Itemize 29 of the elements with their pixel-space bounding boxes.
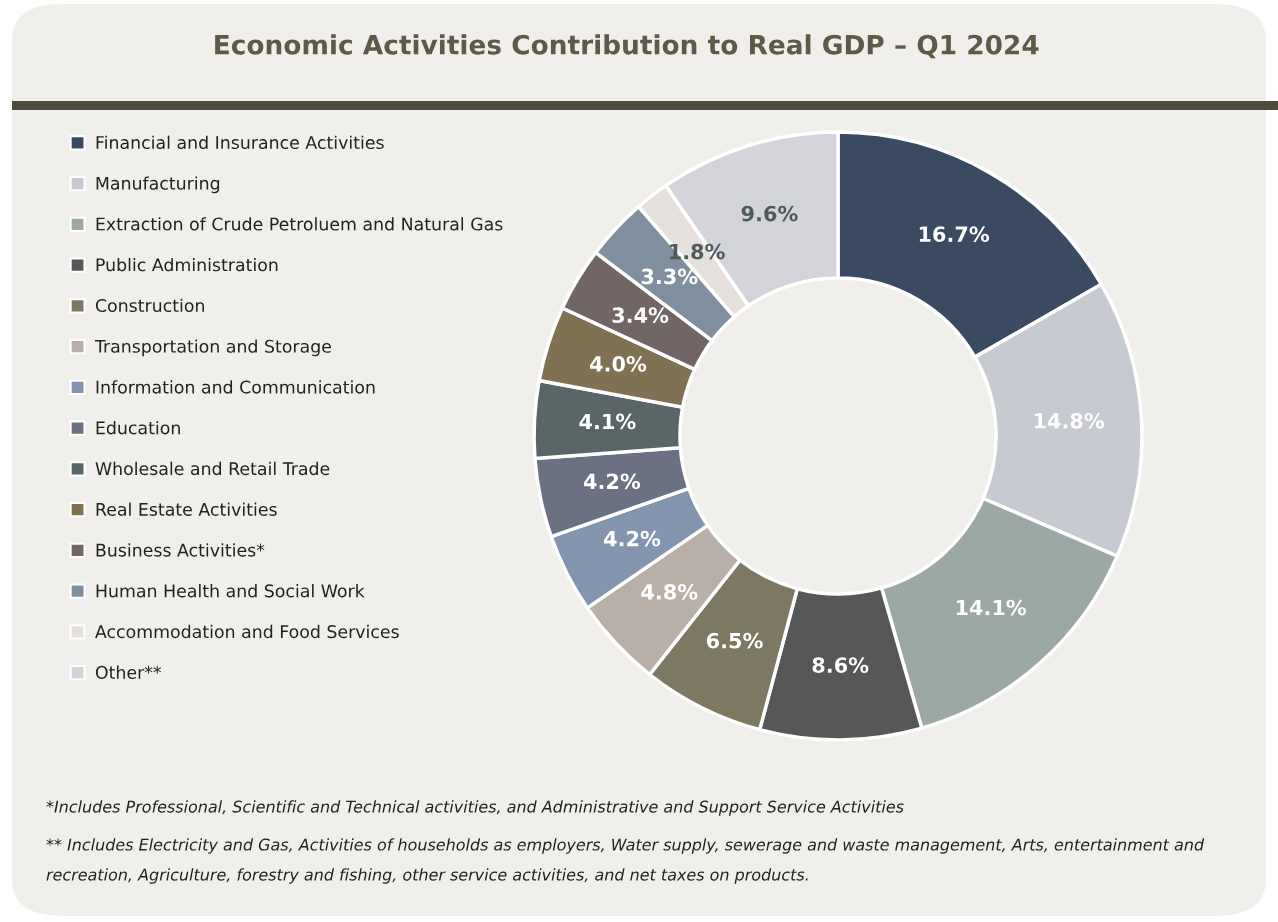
data-label: 4.2% (583, 473, 641, 490)
text: *Includes Professional, Scientific and Technical activities, and Administrative and Support Service Activities (46, 800, 904, 816)
data-label: 4.0% (590, 356, 647, 372)
data-label: 3.4% (612, 307, 669, 324)
data-label: 14.1% (956, 599, 1027, 616)
legend-label: Accommodation and Food Services (95, 624, 399, 639)
data-label: 3.3% (641, 268, 698, 285)
legend-label: Other** (95, 665, 162, 679)
legend-label: Human Health and Social Work (96, 583, 365, 598)
legend-label: Wholesale and Retail Trade (95, 461, 330, 476)
legend-label: Extraction of Crude Petroluem and Natural Gas (96, 217, 503, 231)
data-label: 4.2% (604, 530, 661, 547)
data-label: 6.5% (706, 632, 763, 649)
text: ** Includes Electricity and Gas, Activities of households as employers, Water supply, sewerage and waste management, Arts, entertainment and recreation, Agriculture, forestry and fishing, other service activities, and net taxes on products. (46, 838, 1205, 884)
data-label: 16.7% (919, 226, 990, 243)
chart-title: Economic Activities Contribution to Real GDP – Q1 2024 (215, 34, 1039, 59)
data-label: 9.6% (741, 205, 798, 222)
legend-label: Real Estate Activities (96, 502, 277, 516)
legend-label: Business Activities* (96, 543, 265, 557)
legend-label: Manufacturing (96, 176, 220, 194)
legend-label: Information and Communication (96, 380, 375, 394)
legend-label: Public Administration (96, 257, 278, 272)
legend-label: Education (96, 420, 180, 435)
data-label: 4.1% (579, 413, 636, 430)
data-label: 8.6% (812, 657, 869, 674)
data-label: 4.8% (641, 584, 698, 600)
legend-label: Transportation and Storage (94, 339, 331, 357)
legend-label: Construction (95, 298, 204, 313)
legend-label: Financial and Insurance Activities (96, 135, 384, 150)
